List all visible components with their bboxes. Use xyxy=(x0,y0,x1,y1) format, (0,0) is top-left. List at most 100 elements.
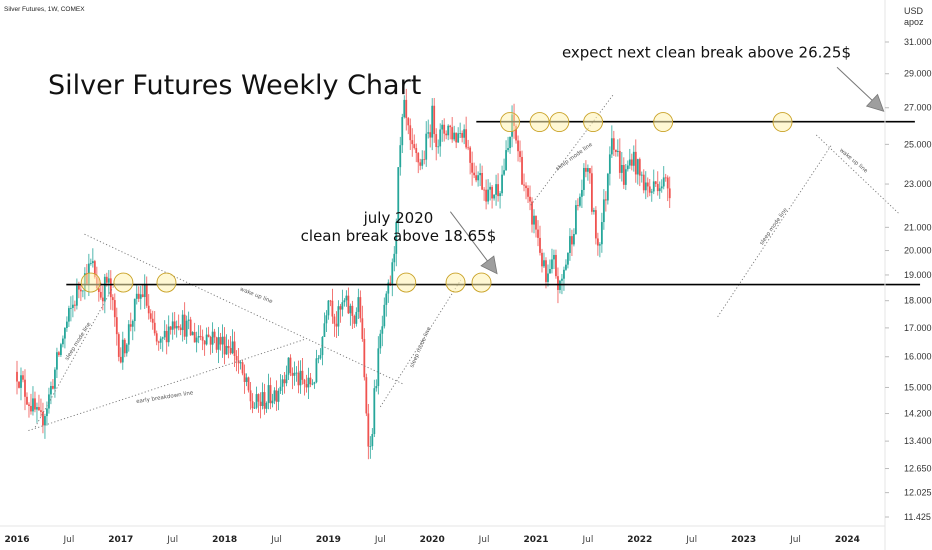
candle-body xyxy=(123,339,126,354)
candle-body xyxy=(608,154,611,174)
candle-body xyxy=(664,177,667,179)
candle-body xyxy=(177,326,180,328)
candle-body xyxy=(577,205,579,206)
candle-body xyxy=(101,297,104,302)
candle-body xyxy=(143,284,146,298)
candle-body xyxy=(343,300,346,303)
price-axis[interactable]: 31.000 29.000 27.000 25.000 23.000 21.000 20.0… xyxy=(885,37,932,522)
candle-body xyxy=(175,326,178,329)
candle-body xyxy=(283,379,286,384)
candle-body xyxy=(125,344,128,354)
candle-body xyxy=(567,252,569,265)
symbol-label: Silver Futures, 1W, COMEX xyxy=(4,6,85,13)
candle-body xyxy=(407,118,410,126)
candle-body xyxy=(289,357,292,373)
candle-body xyxy=(75,285,78,306)
candle-body xyxy=(135,293,138,299)
candle-body xyxy=(163,330,166,338)
candle-body xyxy=(421,159,424,166)
candle-body xyxy=(499,193,501,197)
candle-body xyxy=(209,336,212,345)
candle-body xyxy=(24,379,26,397)
x-tick-label: 2024 xyxy=(835,535,860,545)
arrow-shaft xyxy=(836,66,873,101)
candle-body xyxy=(666,177,669,189)
candle-body xyxy=(573,234,575,245)
candle-body xyxy=(22,375,24,380)
candle-body xyxy=(119,356,122,363)
candle-body xyxy=(89,263,92,264)
candle-body xyxy=(485,189,487,202)
candle-body xyxy=(521,157,523,185)
candle-body xyxy=(539,237,541,253)
time-axis[interactable]: 2016 Jul 2017 Jul 2018 Jul 2019 Jul 2020 Jul 2021 J… xyxy=(4,535,859,545)
candle-body xyxy=(445,133,448,136)
candle-body xyxy=(28,404,30,406)
candle-body xyxy=(662,177,665,187)
trend-lines: sleep mode line wake up line early breakdo… xyxy=(28,93,900,432)
x-tick-label: Jul xyxy=(166,535,178,545)
candle-body xyxy=(455,132,458,143)
touch-circle xyxy=(156,272,177,293)
candle-body xyxy=(295,372,298,374)
candle-body xyxy=(241,362,244,374)
annotation-july-2020-line: july 2020 xyxy=(363,209,434,227)
candle-body xyxy=(137,293,140,299)
candle-body xyxy=(403,99,406,118)
touch-circle xyxy=(445,272,466,293)
candle-body xyxy=(437,146,440,148)
candle-body xyxy=(187,319,190,321)
candle-body xyxy=(423,159,426,161)
arrow-shaft xyxy=(449,211,488,262)
y-tick-label: 21.000 xyxy=(904,222,932,232)
y-tick-label: 11.425 xyxy=(904,512,931,522)
candle-body xyxy=(487,189,489,202)
candle-body xyxy=(461,133,464,138)
candle-body xyxy=(183,314,186,337)
candle-body xyxy=(656,183,659,192)
candle-body xyxy=(505,150,507,171)
candle-body xyxy=(331,300,334,317)
candle-body xyxy=(279,386,282,391)
candle-body xyxy=(395,222,398,254)
candle-body xyxy=(391,262,394,284)
candle-body xyxy=(227,345,230,348)
candle-body xyxy=(517,140,519,152)
candle-body xyxy=(275,390,278,402)
candle-body xyxy=(319,355,322,359)
candle-body xyxy=(171,321,174,330)
candle-body xyxy=(501,174,503,194)
y-tick-label: 25.000 xyxy=(904,139,932,149)
candle-body xyxy=(411,140,414,145)
candle-body xyxy=(263,392,266,409)
candle-body xyxy=(145,284,148,306)
candle-body xyxy=(357,297,360,312)
candle-body xyxy=(598,244,601,246)
candle-body xyxy=(253,407,256,409)
candle-body xyxy=(371,434,374,447)
candle-body xyxy=(549,269,551,274)
candle-body xyxy=(555,254,557,277)
candle-body xyxy=(307,377,310,388)
candle-body xyxy=(231,341,234,354)
candle-body xyxy=(305,384,308,388)
trend-line-label: early breakdown line xyxy=(136,390,194,405)
candle-body xyxy=(596,238,599,246)
candle-body xyxy=(169,326,172,330)
candle-body xyxy=(32,398,34,412)
candle-body xyxy=(427,132,430,134)
candle-body xyxy=(630,159,633,166)
candle-body xyxy=(585,167,587,172)
candle-body xyxy=(563,269,565,279)
candle-body xyxy=(229,347,232,354)
candle-body xyxy=(42,411,44,426)
candle-body xyxy=(588,168,591,174)
x-tick-label: 2022 xyxy=(627,535,652,545)
candle-body xyxy=(237,360,240,364)
annotation-july-2020-line: clean break above 18.65$ xyxy=(301,227,497,245)
y-tick-label: 14.200 xyxy=(904,409,932,419)
candle-body xyxy=(121,339,124,363)
candle-body xyxy=(281,379,284,387)
candle-body xyxy=(497,184,499,197)
